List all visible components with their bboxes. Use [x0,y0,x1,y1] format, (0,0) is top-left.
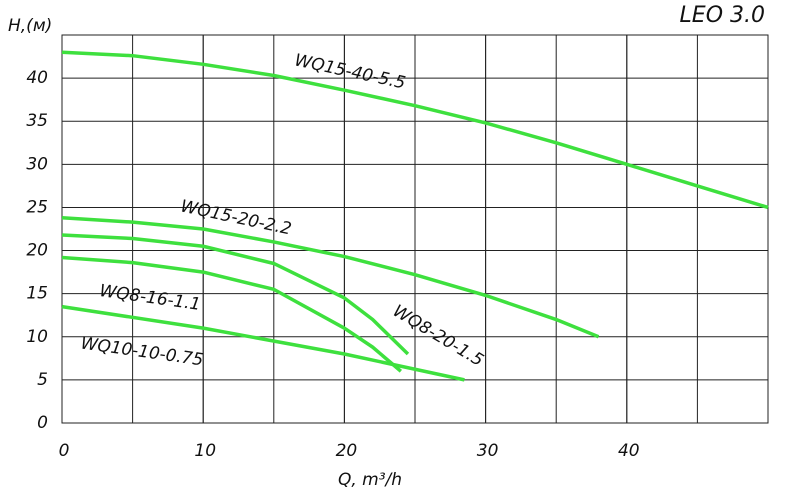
y-tick-label: 0 [37,413,48,433]
y-tick-label: 10 [26,327,48,347]
curve [61,304,465,382]
x-tick-label: 10 [194,441,216,461]
y-tick-label: 5 [37,370,48,390]
x-tick-label: 40 [618,441,640,461]
curve [61,50,769,210]
curve-label: WQ10-10-0.75 [79,333,204,370]
y-tick-label: 35 [26,111,48,131]
x-axis-label: Q, m³/h [338,470,402,490]
curve-label: WQ15-40-5.5 [293,50,407,93]
y-tick-label: 30 [26,154,48,174]
y-tick-label: 25 [26,197,48,217]
curve [61,255,403,373]
curve-label: WQ15-20-2.2 [179,196,293,239]
chart-title: LEO 3.0 [680,3,765,28]
y-tick-label: 40 [26,68,48,88]
x-tick-label: 30 [477,441,499,461]
y-tick-label: 15 [26,284,48,304]
curve [61,216,600,339]
curve-label: WQ8-16-1.1 [98,281,202,315]
x-tick-label: 20 [336,441,358,461]
y-tick-label: 20 [26,241,48,261]
x-tick-label: 0 [59,441,70,461]
curve [61,233,410,356]
curve-label: WQ8-20-1.5 [389,301,487,371]
y-axis-label: H,(м) [8,16,52,36]
